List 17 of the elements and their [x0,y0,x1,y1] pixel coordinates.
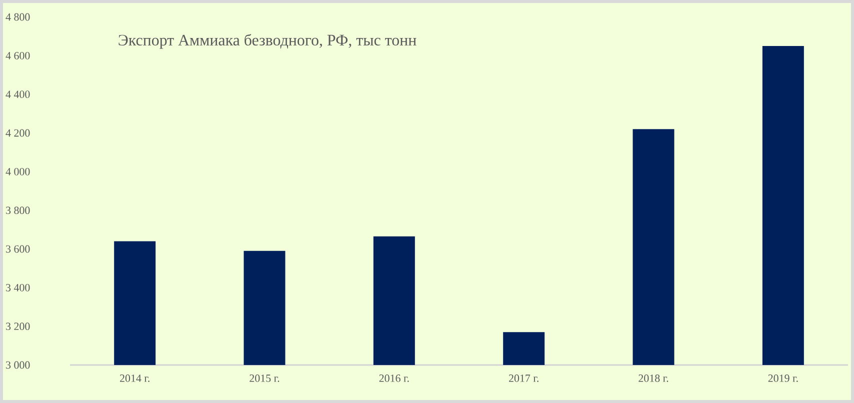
y-tick-label: 4 400 [6,90,30,98]
y-tick-label: 3 400 [6,284,30,292]
x-tick-label: 2014 г. [120,374,150,382]
y-tick-label: 3 600 [6,245,30,253]
text: Экспорт Аммиака безводного, РФ, тыс тонн [118,34,416,49]
x-tick-label: 2018 г. [638,374,668,382]
y-tick-label: 3 200 [6,322,30,330]
x-tick-label: 2017 г. [509,374,538,382]
x-tick-label: 2016 г. [379,374,409,382]
y-tick-label: 3 000 [6,361,30,369]
y-tick-label: 4 200 [6,129,30,137]
y-tick-label: 4 000 [6,168,30,176]
x-tick-label: 2019 г. [768,374,798,382]
y-tick-label: 4 800 [6,13,30,21]
y-tick-label: 3 800 [6,206,30,214]
y-tick-label: 4 600 [6,52,30,60]
x-tick-label: 2015 г. [250,374,280,382]
